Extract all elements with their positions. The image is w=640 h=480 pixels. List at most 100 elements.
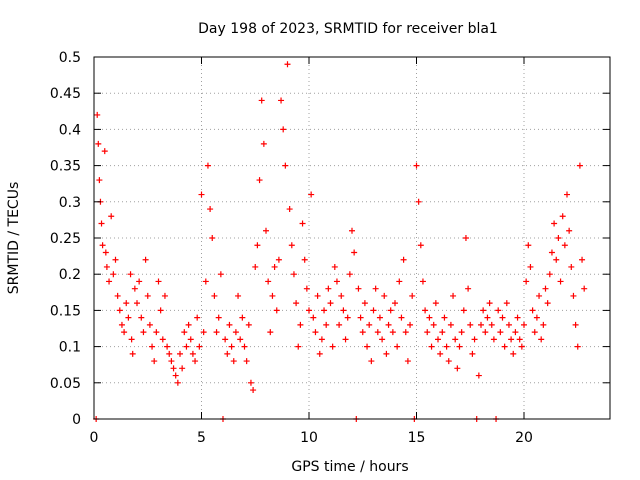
data-point [321, 307, 328, 314]
data-point [273, 307, 280, 314]
data-point [136, 278, 143, 285]
data-point [308, 191, 315, 198]
data-point [102, 249, 109, 256]
data-point [478, 321, 484, 328]
data-point [542, 285, 549, 292]
data-point [430, 321, 437, 328]
data-point [357, 314, 364, 321]
x-tick-label: 10 [300, 430, 318, 446]
data-point [551, 220, 558, 227]
data-point [196, 343, 203, 350]
data-point [142, 256, 149, 263]
data-point [443, 343, 450, 350]
data-point [394, 343, 401, 350]
data-point [99, 242, 106, 249]
y-tick-label: 0.05 [50, 376, 81, 392]
data-point [215, 314, 222, 321]
data-point [181, 329, 188, 336]
data-point [146, 321, 153, 328]
data-point [213, 329, 220, 336]
data-point [495, 307, 502, 314]
data-point [243, 358, 250, 365]
data-point [129, 350, 136, 357]
data-point [351, 249, 358, 256]
data-point [271, 263, 278, 270]
data-point [368, 358, 375, 365]
data-point [374, 329, 381, 336]
data-point [217, 271, 224, 278]
data-point [161, 292, 168, 299]
data-point [241, 343, 248, 350]
data-point [295, 343, 302, 350]
data-point [555, 235, 562, 241]
data-point [323, 321, 330, 328]
data-point [525, 242, 532, 249]
y-tick-label: 0.15 [50, 303, 81, 319]
data-point [409, 292, 416, 299]
x-axis-label: GPS time / hours [291, 459, 408, 475]
data-point [340, 307, 347, 314]
data-point [428, 343, 435, 350]
data-point [570, 292, 577, 299]
y-tick-label: 0.5 [59, 50, 81, 66]
data-point [432, 300, 439, 307]
data-point [404, 358, 411, 365]
data-point [172, 372, 179, 379]
data-point [207, 206, 214, 213]
data-point [512, 329, 519, 336]
data-point [458, 329, 465, 336]
data-point [503, 300, 510, 307]
data-point [280, 126, 287, 133]
data-point [417, 242, 424, 249]
data-point [278, 97, 285, 104]
data-point [521, 321, 527, 328]
y-tick-label: 0.3 [59, 195, 81, 211]
data-points [93, 61, 588, 422]
data-point [260, 140, 267, 147]
data-point [118, 321, 125, 328]
data-point [110, 271, 117, 278]
data-point [540, 321, 547, 328]
data-point [527, 263, 534, 270]
data-point [106, 278, 113, 285]
data-point [94, 111, 101, 118]
data-point [398, 314, 405, 321]
data-point [325, 285, 332, 292]
data-point [383, 350, 390, 357]
data-point [164, 343, 171, 350]
data-point [333, 278, 340, 285]
data-point [536, 292, 543, 299]
data-point [192, 358, 199, 365]
data-point [127, 271, 134, 278]
data-point [237, 336, 244, 343]
data-point [108, 213, 115, 220]
data-point [306, 307, 312, 314]
data-point [402, 329, 409, 336]
y-tick-label: 0.4 [59, 122, 81, 138]
data-point [486, 300, 493, 307]
data-point [484, 314, 491, 321]
y-axis-label: SRMTID / TECUs [6, 182, 22, 295]
data-point [389, 329, 396, 336]
data-point [447, 321, 454, 328]
data-point [392, 300, 398, 307]
data-point [465, 285, 472, 292]
data-point [338, 292, 345, 299]
data-point [275, 256, 282, 263]
data-point [286, 206, 293, 213]
data-point [370, 307, 377, 314]
data-point [576, 162, 583, 169]
data-point [123, 300, 130, 307]
data-point [450, 292, 457, 299]
data-point [211, 292, 218, 299]
data-point [269, 292, 276, 299]
data-point [445, 358, 452, 365]
data-point [103, 263, 110, 270]
data-point [469, 350, 476, 357]
data-point [331, 263, 338, 270]
data-point [224, 350, 231, 357]
data-point [179, 365, 186, 372]
data-point [235, 292, 242, 299]
data-point [198, 191, 205, 198]
data-point [516, 336, 523, 343]
